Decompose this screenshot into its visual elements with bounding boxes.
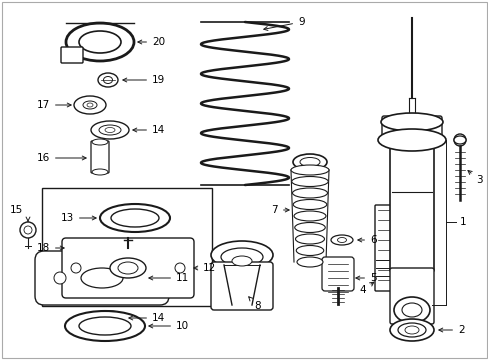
Text: 17: 17 (37, 100, 71, 110)
Ellipse shape (380, 113, 442, 131)
Ellipse shape (290, 165, 328, 175)
Ellipse shape (393, 297, 429, 323)
Ellipse shape (294, 222, 325, 233)
Text: 18: 18 (37, 243, 64, 253)
Text: 14: 14 (129, 313, 165, 323)
Text: 9: 9 (263, 17, 304, 31)
Ellipse shape (106, 316, 113, 320)
Ellipse shape (337, 238, 346, 243)
Ellipse shape (295, 234, 324, 244)
Text: 3: 3 (467, 171, 482, 185)
Ellipse shape (210, 241, 272, 269)
FancyBboxPatch shape (91, 141, 109, 173)
Ellipse shape (293, 199, 326, 210)
FancyBboxPatch shape (62, 238, 194, 298)
Text: 16: 16 (37, 153, 86, 163)
Ellipse shape (92, 169, 108, 175)
Text: 7: 7 (271, 205, 288, 215)
Text: 2: 2 (438, 325, 464, 335)
FancyBboxPatch shape (389, 138, 433, 272)
Bar (42, 188, 212, 306)
Ellipse shape (292, 154, 326, 170)
Text: 13: 13 (61, 213, 96, 223)
FancyBboxPatch shape (381, 116, 441, 142)
Text: 14: 14 (133, 125, 165, 135)
FancyBboxPatch shape (61, 47, 83, 63)
Ellipse shape (66, 23, 134, 61)
Text: 12: 12 (193, 263, 216, 273)
Ellipse shape (79, 31, 121, 53)
Ellipse shape (100, 204, 170, 232)
Ellipse shape (87, 103, 93, 107)
Ellipse shape (74, 96, 106, 114)
FancyBboxPatch shape (321, 257, 353, 291)
Ellipse shape (65, 311, 145, 341)
Ellipse shape (98, 73, 118, 87)
Ellipse shape (377, 129, 445, 151)
Ellipse shape (67, 242, 93, 254)
Ellipse shape (401, 303, 421, 317)
Ellipse shape (103, 77, 112, 84)
Ellipse shape (291, 176, 327, 186)
Ellipse shape (299, 158, 319, 166)
Ellipse shape (92, 139, 108, 145)
Text: 10: 10 (148, 321, 189, 331)
Ellipse shape (453, 136, 465, 144)
Ellipse shape (91, 121, 129, 139)
Ellipse shape (296, 257, 323, 267)
Ellipse shape (81, 268, 123, 288)
Ellipse shape (389, 319, 433, 341)
Ellipse shape (99, 125, 121, 135)
Circle shape (71, 263, 81, 273)
FancyBboxPatch shape (389, 268, 433, 324)
Text: 5: 5 (355, 273, 376, 283)
Ellipse shape (404, 326, 418, 334)
Ellipse shape (105, 127, 115, 132)
Text: 11: 11 (148, 273, 189, 283)
FancyBboxPatch shape (374, 205, 404, 291)
Text: 19: 19 (122, 75, 165, 85)
Ellipse shape (111, 209, 159, 227)
Text: 15: 15 (9, 205, 22, 215)
Text: 8: 8 (248, 297, 260, 311)
Ellipse shape (75, 246, 85, 251)
Ellipse shape (110, 258, 146, 278)
Ellipse shape (102, 314, 118, 322)
Ellipse shape (293, 211, 325, 221)
Text: 4: 4 (359, 282, 373, 295)
Ellipse shape (292, 188, 327, 198)
Text: 6: 6 (357, 235, 376, 245)
Ellipse shape (397, 323, 425, 337)
Circle shape (54, 272, 66, 284)
FancyBboxPatch shape (35, 251, 169, 305)
Ellipse shape (330, 235, 352, 245)
Ellipse shape (95, 311, 125, 325)
Circle shape (20, 222, 36, 238)
Ellipse shape (83, 101, 97, 109)
Circle shape (453, 134, 465, 146)
Ellipse shape (231, 256, 251, 266)
FancyBboxPatch shape (210, 262, 272, 310)
Text: 1: 1 (459, 217, 466, 227)
Ellipse shape (118, 262, 138, 274)
Circle shape (175, 263, 184, 273)
Ellipse shape (221, 248, 263, 266)
Ellipse shape (79, 317, 131, 335)
Text: 20: 20 (138, 37, 165, 47)
Ellipse shape (296, 246, 323, 256)
